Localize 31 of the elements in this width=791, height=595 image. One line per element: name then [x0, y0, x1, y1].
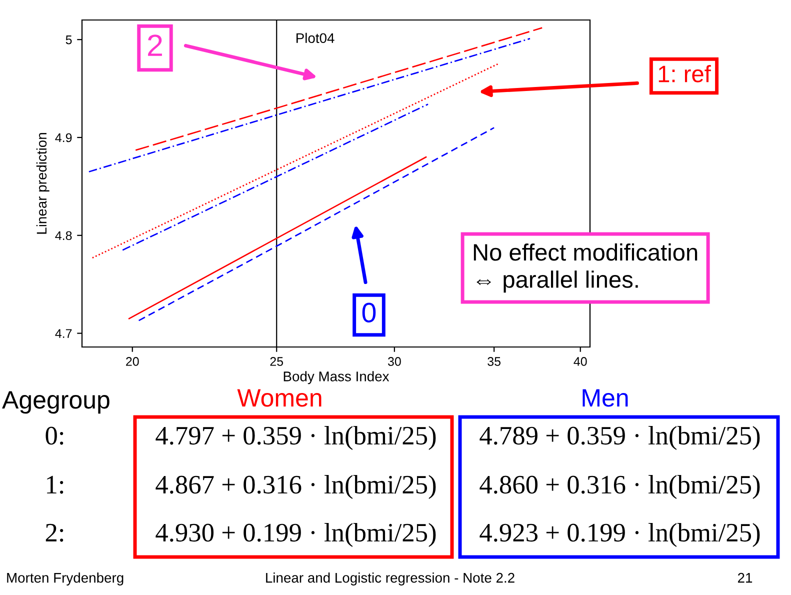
text: Agegroup: [2, 391, 110, 414]
text: 1:: [47, 476, 64, 494]
y-tick-label: 4.8: [55, 231, 72, 240]
text: Plot04: [296, 32, 334, 44]
text: 4.867 + 0.316 · ln(bmi/25): [156, 475, 436, 499]
text: 4.797 + 0.359 · ln(bmi/25): [156, 426, 436, 450]
text: 1: ref: [658, 65, 711, 82]
y-tick-label: 4.7: [55, 329, 72, 338]
text: 4.860 + 0.316 · ln(bmi/25): [480, 475, 760, 499]
text: 0:: [46, 426, 64, 445]
text: Men: [582, 389, 628, 407]
text: 4.930 + 0.199 · ln(bmi/25): [156, 523, 436, 547]
text: 4.923 + 0.199 · ln(bmi/25): [480, 523, 760, 547]
y-axis-title: Linear prediction: [36, 133, 50, 234]
text: 21: [738, 572, 752, 583]
x-axis-title: Body Mass Index: [284, 371, 390, 384]
annotation: 2: [148, 34, 162, 56]
text: Morten Frydenberg: [7, 572, 124, 586]
x-tick-label: 40: [574, 357, 587, 366]
text: 2:: [46, 524, 64, 542]
x-tick-label: 35: [488, 357, 501, 366]
x-tick-label: 25: [270, 357, 284, 366]
x-tick-label: 30: [388, 357, 401, 366]
annotation: No effect modification ⇔ parallel lines.: [474, 243, 698, 293]
text: Linear and Logistic regression - Note 2.2: [266, 572, 514, 586]
x-tick-label: 20: [126, 357, 139, 366]
text: Women: [237, 389, 322, 407]
annotation: 0: [362, 302, 376, 322]
y-tick-label: 4.9: [55, 133, 72, 142]
y-tick-label: 5: [66, 36, 72, 44]
text: 4.789 + 0.359 · ln(bmi/25): [480, 426, 760, 450]
